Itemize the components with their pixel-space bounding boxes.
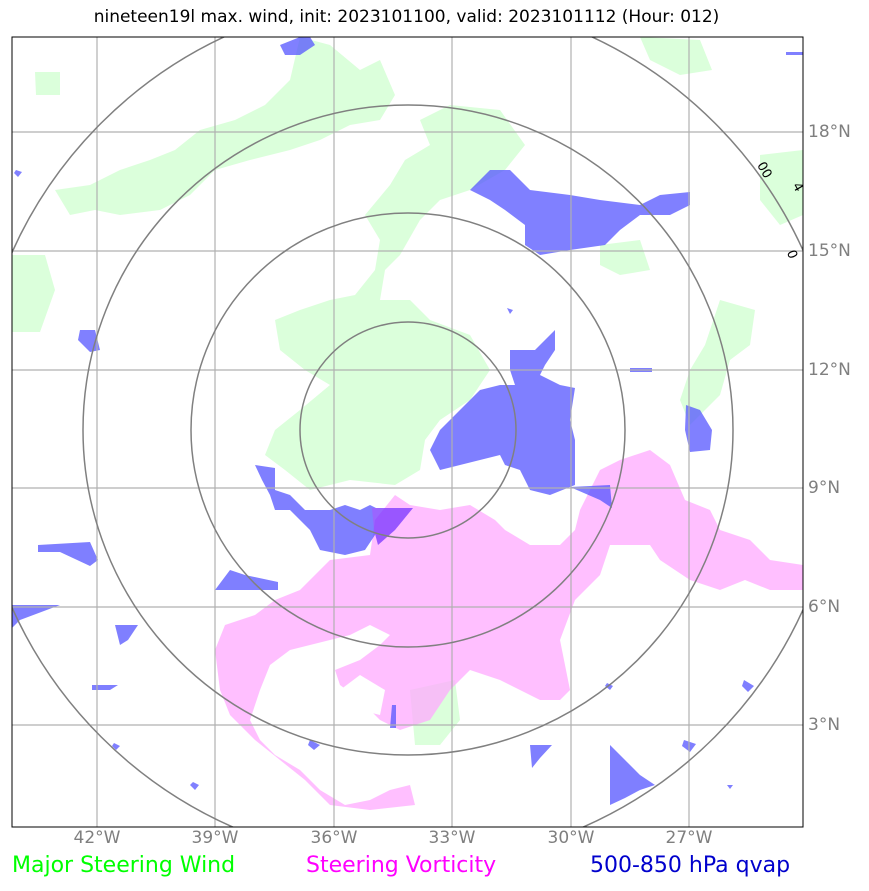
ring-label: 00 (753, 159, 774, 181)
lon-label-39w: 39°W (191, 828, 239, 848)
steering-vorticity-fill (215, 450, 803, 810)
lat-label-12n: 12°N (808, 360, 851, 380)
lon-label-30w: 30°W (547, 828, 595, 848)
map-frame (11, 36, 804, 828)
legend-qvap: 500-850 hPa qvap (590, 853, 791, 878)
range-rings (12, 37, 803, 827)
lon-label-33w: 33°W (428, 828, 476, 848)
lat-label-6n: 6°N (808, 597, 841, 617)
lat-label-15n: 15°N (808, 241, 851, 261)
lon-label-42w: 42°W (73, 828, 121, 848)
legend-steering-wind: Major Steering Wind (12, 853, 236, 878)
legend-steering-vorticity: Steering Vorticity (306, 853, 497, 878)
lat-label-9n: 9°N (808, 478, 841, 498)
graticule (12, 37, 803, 827)
lat-label-18n: 18°N (808, 122, 851, 142)
ring-label: 0 (783, 248, 800, 261)
lon-label-27w: 27°W (665, 828, 713, 848)
lat-label-3n: 3°N (808, 715, 841, 735)
map-title: nineteen19l max. wind, init: 2023101100,… (93, 7, 720, 27)
lon-label-36w: 36°W (310, 828, 358, 848)
qvap-fill (12, 37, 803, 805)
